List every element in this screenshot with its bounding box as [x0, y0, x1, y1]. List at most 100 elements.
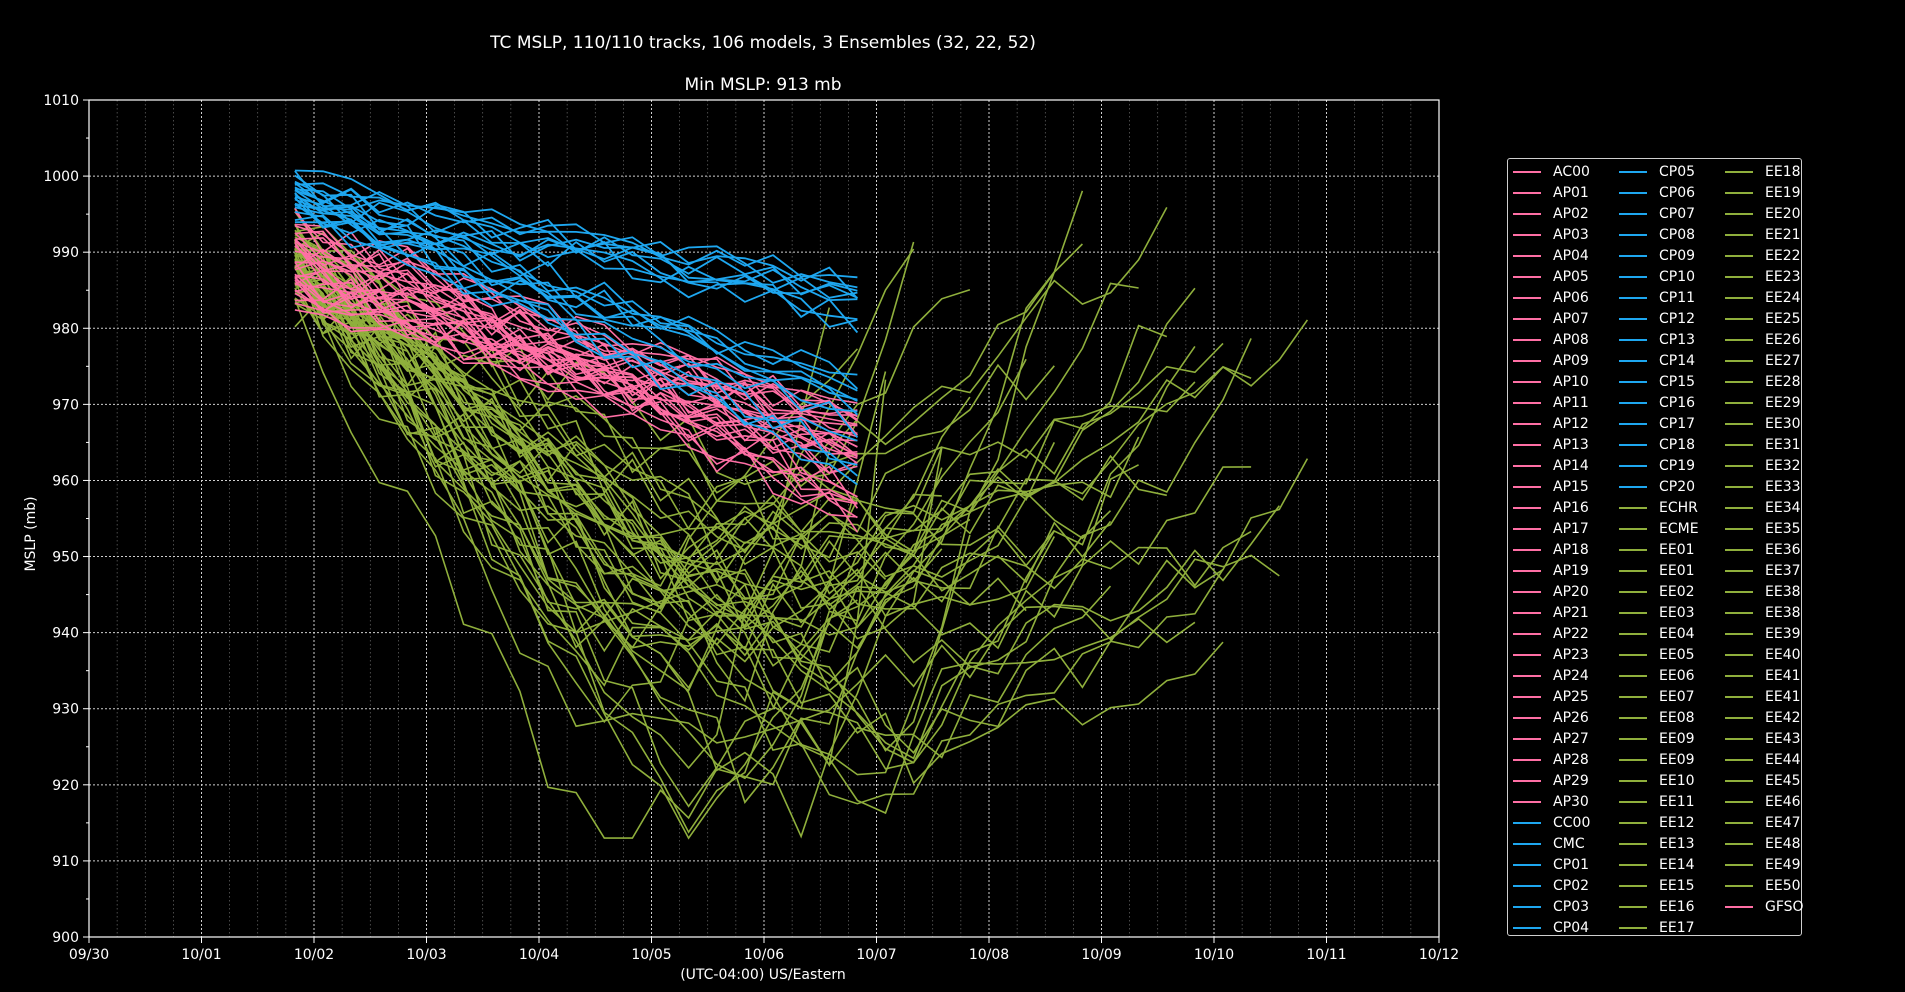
- legend-label: EE11: [1659, 794, 1695, 810]
- series-line-ee: [294, 267, 1027, 653]
- y-tick-label: 940: [52, 626, 79, 642]
- legend-swatch: [1619, 906, 1647, 908]
- legend-swatch: [1619, 507, 1647, 509]
- legend-swatch: [1513, 822, 1541, 824]
- legend-swatch: [1619, 570, 1647, 572]
- legend-label: CP04: [1553, 920, 1590, 936]
- x-axis-label: (UTC-04:00) US/Eastern: [680, 967, 846, 983]
- series-line-ee: [294, 241, 1139, 804]
- legend-label: EE33: [1765, 479, 1801, 495]
- series-line-cp: [294, 182, 859, 416]
- series-line-cp: [294, 211, 858, 402]
- legend-label: AP15: [1553, 479, 1589, 495]
- series-line-cp: [294, 192, 858, 466]
- legend-swatch: [1619, 633, 1647, 635]
- legend-label: EE45: [1765, 773, 1801, 789]
- legend-label: EE13: [1659, 836, 1695, 852]
- series-line-ee: [294, 265, 1252, 760]
- legend-swatch: [1725, 171, 1753, 173]
- series-line-ee: [294, 297, 1055, 660]
- series-line-ap: [294, 277, 858, 434]
- legend-swatch: [1725, 717, 1753, 719]
- legend-label: CP14: [1659, 353, 1696, 369]
- legend-swatch: [1725, 255, 1753, 257]
- legend-swatch: [1513, 171, 1541, 173]
- y-axis-label: MSLP (mb): [23, 496, 39, 571]
- legend-swatch: [1725, 507, 1753, 509]
- legend-swatch: [1513, 738, 1541, 740]
- series-line-ap: [294, 259, 858, 464]
- legend-swatch: [1513, 696, 1541, 698]
- legend-swatch: [1619, 171, 1647, 173]
- series-line-ap: [294, 250, 858, 519]
- legend-swatch: [1513, 654, 1541, 656]
- legend-label: EE34: [1765, 500, 1801, 516]
- legend-swatch: [1725, 234, 1753, 236]
- y-tick-label: 970: [52, 397, 79, 413]
- legend-label: EE41: [1765, 668, 1801, 684]
- legend-label: EE49: [1765, 857, 1801, 873]
- x-tick-label: 10/12: [1419, 947, 1459, 963]
- series-line-cp: [294, 188, 858, 279]
- x-tick-label: 10/07: [856, 947, 896, 963]
- legend-label: AP19: [1553, 563, 1589, 579]
- legend-swatch: [1619, 717, 1647, 719]
- legend-label: EE31: [1765, 437, 1801, 453]
- legend-swatch: [1619, 822, 1647, 824]
- series-line-ap: [294, 299, 858, 504]
- legend-label: AP10: [1553, 374, 1589, 390]
- legend-label: EE50: [1765, 878, 1801, 894]
- series-line-ap: [294, 225, 858, 427]
- legend-label: CP12: [1659, 311, 1696, 327]
- series-line-ap: [294, 237, 859, 436]
- legend-label: AP29: [1553, 773, 1589, 789]
- legend-label: EE15: [1659, 878, 1695, 894]
- legend-label: AP30: [1553, 794, 1589, 810]
- legend-label: AP03: [1553, 227, 1589, 243]
- legend-swatch: [1513, 339, 1541, 341]
- legend-swatch: [1725, 465, 1753, 467]
- legend-label: AP04: [1553, 248, 1589, 264]
- legend-swatch: [1725, 885, 1753, 887]
- legend-swatch: [1725, 339, 1753, 341]
- legend-swatch: [1619, 843, 1647, 845]
- legend-swatch: [1619, 759, 1647, 761]
- x-tick-label: 10/06: [744, 947, 784, 963]
- legend-swatch: [1725, 822, 1753, 824]
- legend-swatch: [1513, 444, 1541, 446]
- legend-label: CP20: [1659, 479, 1696, 495]
- legend-label: EE44: [1765, 752, 1801, 768]
- legend-swatch: [1619, 402, 1647, 404]
- legend-swatch: [1725, 297, 1753, 299]
- series-line-ee: [294, 258, 858, 834]
- legend-swatch: [1513, 213, 1541, 215]
- legend-label: AP26: [1553, 710, 1589, 726]
- series-line-ap: [294, 238, 858, 418]
- y-tick-label: 920: [52, 778, 79, 794]
- legend-swatch: [1619, 549, 1647, 551]
- legend-swatch: [1725, 759, 1753, 761]
- legend-swatch: [1619, 486, 1647, 488]
- legend-label: CMC: [1553, 836, 1585, 852]
- legend-swatch: [1513, 717, 1541, 719]
- legend-label: EE47: [1765, 815, 1801, 831]
- legend-swatch: [1619, 213, 1647, 215]
- legend-label: EE25: [1765, 311, 1801, 327]
- series-line-ap: [294, 273, 859, 533]
- legend-swatch: [1725, 864, 1753, 866]
- legend-label: EE04: [1659, 626, 1695, 642]
- legend-swatch: [1619, 423, 1647, 425]
- legend-label: CP01: [1553, 857, 1590, 873]
- legend-label: EE24: [1765, 290, 1801, 306]
- series-line-ee: [294, 223, 831, 770]
- legend-label: EE41: [1765, 689, 1801, 705]
- series-line-ee: [294, 225, 1139, 770]
- series-line-ee: [294, 239, 1309, 646]
- y-tick-label: 1010: [43, 93, 79, 109]
- legend-label: AP17: [1553, 521, 1589, 537]
- legend-label: CP16: [1659, 395, 1696, 411]
- series-line-cp: [294, 193, 858, 401]
- y-tick-label: 990: [52, 245, 79, 261]
- legend-swatch: [1619, 696, 1647, 698]
- legend-label: AP06: [1553, 290, 1589, 306]
